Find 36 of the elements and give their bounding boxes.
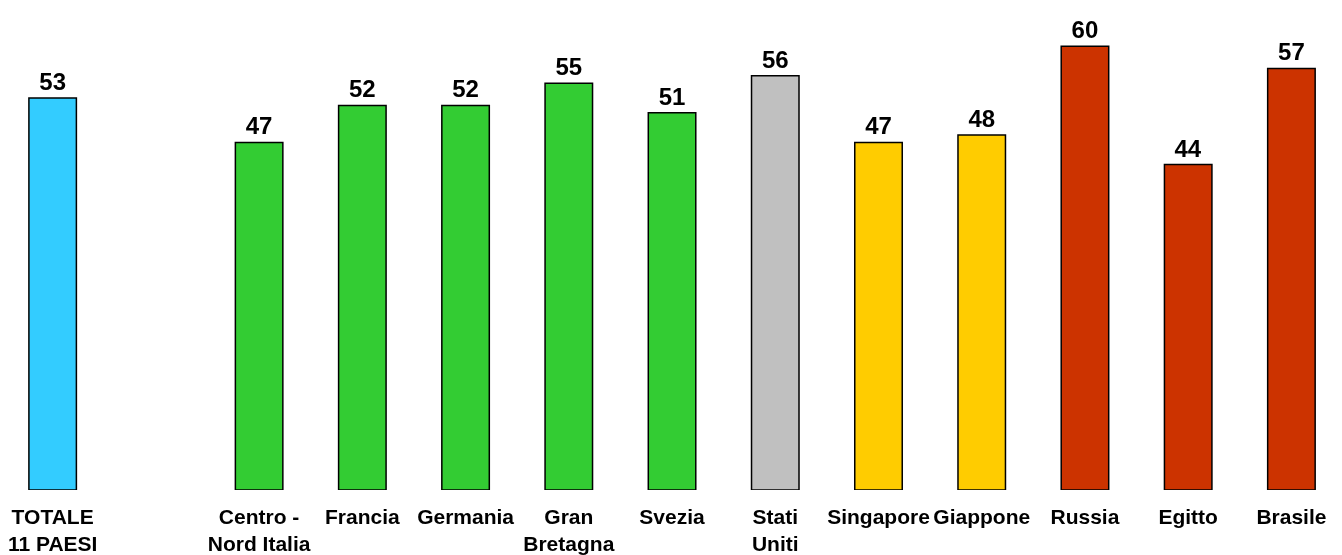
data-label: 47 <box>245 112 273 140</box>
data-label: 60 <box>1071 16 1099 44</box>
bar <box>234 141 284 490</box>
bar <box>854 141 903 490</box>
data-label: 56 <box>761 45 789 73</box>
data-label: 51 <box>658 82 686 110</box>
bar <box>28 97 78 490</box>
data-label: 57 <box>1278 38 1305 66</box>
x-tick-label: Stati Uniti <box>751 505 799 555</box>
x-tick-label: Centro - Nord Italia <box>207 505 311 555</box>
x-tick-label: Svezia <box>639 505 706 528</box>
data-label: 47 <box>865 112 892 140</box>
bar <box>750 75 800 490</box>
bar <box>1266 67 1316 490</box>
x-tick-label: TOTALE 11 PAESI <box>7 505 98 555</box>
data-label: 52 <box>452 75 479 103</box>
data-label: 53 <box>39 68 66 96</box>
bar <box>957 134 1007 490</box>
bar <box>1060 45 1110 490</box>
x-tick-label: Brasile <box>1256 505 1327 528</box>
x-tick-label: Gran Bretagna <box>523 505 615 555</box>
data-label: 55 <box>555 53 583 81</box>
bar <box>647 112 697 490</box>
x-tick-label: Russia <box>1050 505 1120 528</box>
x-tick-label: Singapore <box>827 505 930 528</box>
data-label: 44 <box>1174 134 1202 162</box>
bar <box>1163 163 1213 490</box>
bar <box>337 104 387 490</box>
bar <box>544 82 594 490</box>
data-label: 52 <box>348 75 376 103</box>
x-tick-label: Egitto <box>1158 505 1218 528</box>
bar <box>441 104 491 490</box>
x-tick-label: Giappone <box>933 505 1031 528</box>
x-tick-label: Francia <box>324 505 401 528</box>
data-label: 48 <box>968 105 996 133</box>
x-tick-label: Germania <box>417 505 515 528</box>
